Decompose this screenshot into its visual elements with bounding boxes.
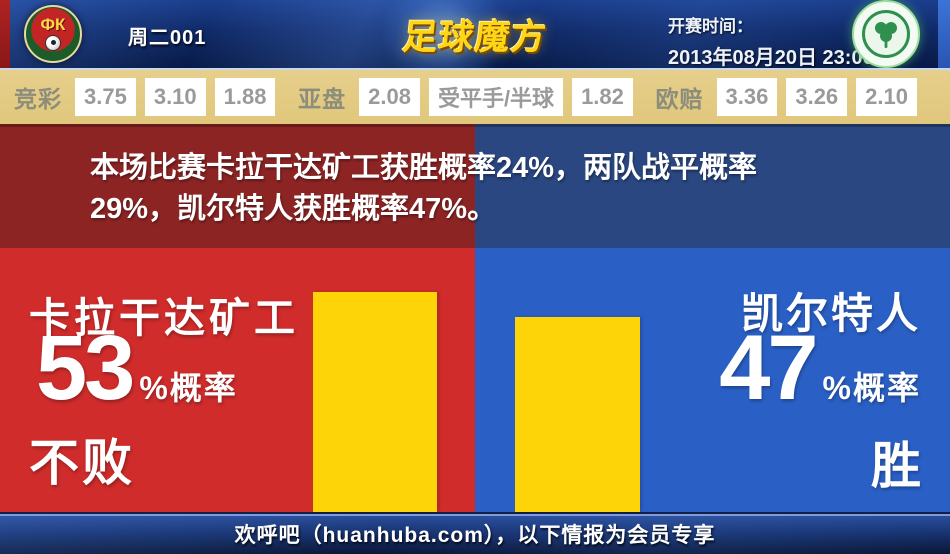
right-blue-edge-strip (938, 0, 950, 68)
header-bar: ФК 周二001 足球魔方 开赛时间： 2013年08月20日 23:00 (0, 0, 950, 68)
odds-bar: 竞彩 3.75 3.10 1.88 亚盘 2.08 受平手/半球 1.82 欧赔… (0, 70, 950, 124)
home-probability-figure: 53 %概率 (36, 322, 238, 414)
home-percent-suffix: %概率 (139, 370, 238, 406)
odds-value-box: 3.26 (786, 78, 848, 116)
odds-value-box: 2.08 (359, 78, 420, 116)
home-team-crest-icon: ФК (24, 5, 82, 63)
shamrock-icon (875, 22, 897, 48)
prediction-summary: 本场比赛卡拉干达矿工获胜概率24%，两队战平概率 29%，凯尔特人获胜概率47%… (90, 148, 820, 230)
odds-group-oupei: 欧赔 3.36 3.26 2.10 (656, 78, 917, 116)
kickoff-time-block: 开赛时间： 2013年08月20日 23:00 (668, 12, 874, 68)
away-team-crest-icon (852, 0, 920, 68)
odds-value-box: 2.10 (856, 78, 917, 116)
home-percent-value: 53 (36, 317, 135, 419)
away-percent-value: 47 (719, 317, 818, 419)
odds-value-box: 1.82 (572, 78, 633, 116)
odds-value-box: 3.36 (716, 78, 778, 116)
kickoff-time-value: 2013年08月20日 23:00 (668, 47, 874, 68)
match-code-label: 周二001 (128, 27, 207, 49)
away-team-name: 凯尔特人 (740, 290, 921, 337)
away-probability-figure: 47 %概率 (719, 322, 921, 414)
kickoff-label: 开赛时间： (668, 17, 753, 36)
odds-group-label: 竞彩 (14, 86, 62, 112)
brand-logo: 足球魔方 (360, 0, 590, 68)
away-probability-bar (515, 317, 640, 512)
brand-logo-text: 足球魔方 (400, 17, 549, 57)
away-percent-suffix: %概率 (822, 370, 921, 406)
prediction-panel: 本场比赛卡拉干达矿工获胜概率24%，两队战平概率 29%，凯尔特人获胜概率47%… (0, 124, 950, 512)
left-red-edge-strip (0, 0, 10, 68)
home-outcome-label: 不败 (29, 435, 135, 491)
away-outcome-label: 胜 (871, 438, 921, 494)
odds-value-box: 3.75 (75, 78, 136, 116)
footer-promo-text: 欢呼吧（huanhuba.com），以下情报为会员专享 (234, 524, 716, 547)
away-dark-band (475, 124, 950, 248)
home-dark-band (0, 124, 475, 248)
home-team-name: 卡拉干达矿工 (29, 295, 299, 341)
footer-bar: 欢呼吧（huanhuba.com），以下情报为会员专享 (0, 512, 950, 554)
away-crest-ring (862, 10, 910, 58)
prediction-line: 本场比赛卡拉干达矿工获胜概率24%，两队战平概率 (90, 152, 758, 184)
odds-value-box: 1.88 (214, 78, 276, 116)
soccer-ball-icon (45, 35, 61, 51)
odds-group-yapan: 亚盘 2.08 受平手/半球 1.82 (298, 78, 633, 116)
odds-group-jingcai: 竞彩 3.75 3.10 1.88 (14, 78, 276, 116)
home-crest-initials: ФК (40, 15, 66, 34)
prediction-line: 29%，凯尔特人获胜概率47%。 (90, 193, 497, 225)
header-divider (0, 68, 950, 70)
home-probability-bar (313, 292, 437, 512)
handicap-box: 受平手/半球 (428, 78, 564, 116)
odds-group-label: 欧赔 (655, 86, 704, 112)
odds-value-box: 3.10 (144, 78, 206, 116)
odds-group-label: 亚盘 (298, 86, 347, 112)
